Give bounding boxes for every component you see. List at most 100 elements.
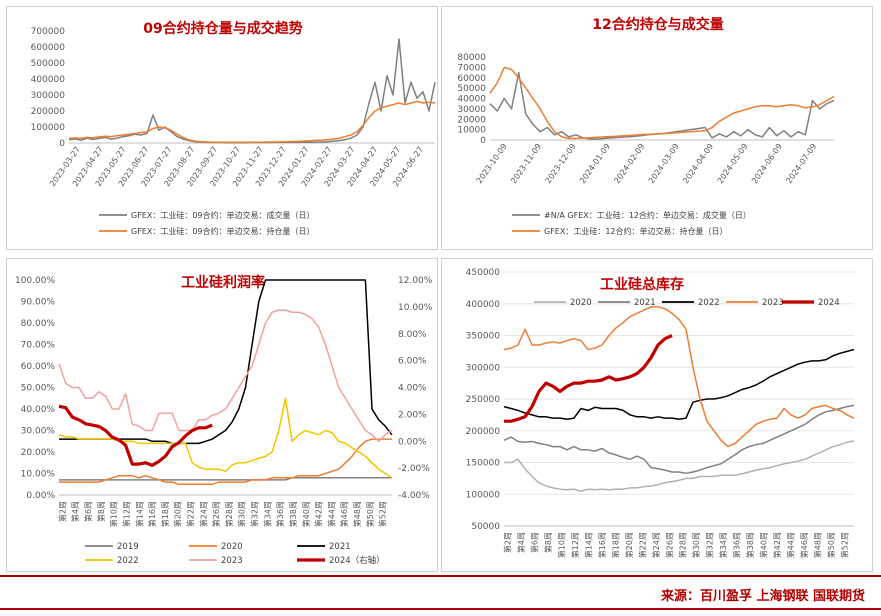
y-tick-label: 20000 bbox=[457, 115, 486, 125]
x-tick-label: 第22周 bbox=[637, 532, 647, 558]
x-tick-label: 第48周 bbox=[812, 532, 822, 558]
chart-title: 12合约持仓与成交量 bbox=[592, 16, 723, 33]
chart-total-inventory: 工业硅总库存 50000 100000 150000 200000 250000 30000… bbox=[466, 268, 855, 558]
y-tick-label: 400000 bbox=[31, 75, 66, 85]
x-tick-label: 第42周 bbox=[772, 532, 782, 558]
legend-label: 2024（右轴） bbox=[329, 555, 385, 566]
y-tick-label: 40000 bbox=[457, 95, 486, 105]
series-line-1 bbox=[59, 438, 392, 486]
series-line-4 bbox=[504, 334, 673, 423]
legend-label: 2020 bbox=[570, 298, 592, 308]
x-tick-label: 第26周 bbox=[664, 532, 674, 558]
x-tick-label: 2023-10-09 bbox=[475, 142, 509, 185]
y-tick-label: 250000 bbox=[466, 395, 501, 405]
y2-tick-label: 2.00% bbox=[398, 410, 427, 420]
y-tick-label: 150000 bbox=[466, 459, 501, 469]
y-tick-label: 100.00% bbox=[15, 276, 55, 286]
y-tick-label: 400000 bbox=[466, 300, 501, 310]
x-tick-label: 第40周 bbox=[759, 532, 769, 558]
x-tick-label: 2024-02-09 bbox=[612, 142, 646, 185]
x-tick-label: 第44周 bbox=[785, 532, 795, 558]
source-text: 来源：百川盈孚 上海钢联 国联期货 bbox=[660, 589, 865, 604]
x-tick-label: 第34周 bbox=[262, 501, 272, 527]
x-tick-label: 第34周 bbox=[718, 532, 728, 558]
x-tick-label: 第28周 bbox=[224, 501, 234, 527]
series-line-3 bbox=[58, 397, 393, 479]
x-tick-label: 第2周 bbox=[503, 532, 513, 553]
y-tick-label: 70.00% bbox=[21, 341, 56, 351]
legend-label: 2019 bbox=[117, 542, 139, 552]
y2-tick-label: 6.00% bbox=[398, 357, 427, 367]
legend-label: 2020 bbox=[221, 542, 243, 552]
chart-profit-rate: 工业硅利润率 0.00% 10.00% 20.00% 30.00% 40.00% 50.00… bbox=[15, 274, 433, 566]
x-tick-label: 第32周 bbox=[705, 532, 715, 558]
y-tick-label: 30.00% bbox=[21, 427, 56, 437]
x-tick-label: 第52周 bbox=[839, 532, 849, 558]
y-tick-label: 30000 bbox=[457, 105, 486, 115]
x-tick-label: 第36周 bbox=[275, 501, 285, 527]
x-tick-label: 2024-03-09 bbox=[647, 142, 681, 185]
chart-title: 工业硅总库存 bbox=[600, 276, 684, 293]
x-tick-label: 第14周 bbox=[584, 532, 594, 558]
y-tick-label: 600000 bbox=[31, 43, 66, 53]
x-tick-label: 第20周 bbox=[173, 501, 183, 527]
series-line-1 bbox=[489, 66, 835, 140]
chart-title: 09合约持仓量与成交趋势 bbox=[143, 20, 302, 37]
y-tick-label: 0.00% bbox=[26, 491, 55, 501]
series-line-0 bbox=[59, 477, 392, 481]
y-tick-label: 300000 bbox=[31, 91, 66, 101]
series-line-1 bbox=[503, 404, 855, 475]
divider-line-bottom bbox=[0, 608, 881, 610]
y-tick-label: 80.00% bbox=[21, 319, 56, 329]
y-tick-label: 100000 bbox=[31, 123, 66, 133]
legend-label: 2022 bbox=[698, 298, 720, 308]
y-tick-label: 200000 bbox=[31, 107, 66, 117]
x-tick-label: 2024-05-09 bbox=[716, 142, 750, 185]
x-tick-label: 第52周 bbox=[378, 501, 388, 527]
x-tick-label: 第20周 bbox=[624, 532, 634, 558]
x-tick-label: 第18周 bbox=[160, 501, 170, 527]
legend-label: GFEX：工业硅：12合约：单边交易：持仓量（日） bbox=[544, 226, 728, 236]
x-tick-label: 第12周 bbox=[121, 501, 131, 527]
x-tick-label: 第40周 bbox=[301, 501, 311, 527]
x-tick-label: 第32周 bbox=[250, 501, 260, 527]
x-tick-label: 第44周 bbox=[326, 501, 336, 527]
x-tick-label: 第48周 bbox=[352, 501, 362, 527]
x-tick-label: 2024-07-09 bbox=[784, 142, 818, 185]
y2-tick-label: -2.00% bbox=[398, 464, 430, 474]
chart-title: 工业硅利润率 bbox=[181, 274, 265, 291]
x-tick-label: 第22周 bbox=[185, 501, 195, 527]
y-tick-label: 0 bbox=[480, 136, 486, 146]
y-tick-label: 500000 bbox=[31, 59, 66, 69]
x-tick-label: 第2周 bbox=[57, 501, 67, 522]
x-tick-label: 第24周 bbox=[198, 501, 208, 527]
x-tick-label: 第8周 bbox=[96, 501, 106, 522]
x-tick-label: 第50周 bbox=[365, 501, 375, 527]
x-tick-label: 第46周 bbox=[339, 501, 349, 527]
y2-tick-label: 8.00% bbox=[398, 330, 427, 340]
y-tick-label: 450000 bbox=[466, 268, 501, 278]
legend-label: GFEX：工业硅：09合约：单边交易：持仓量（日） bbox=[131, 226, 315, 236]
x-tick-label: 第14周 bbox=[134, 501, 144, 527]
series-line-4 bbox=[58, 309, 393, 443]
legend-label: #N/A GFEX：工业硅：12合约：单边交易：成交量（日） bbox=[544, 210, 751, 220]
series-line-5 bbox=[58, 404, 213, 467]
y-tick-label: 60.00% bbox=[21, 362, 56, 372]
x-tick-label: 第6周 bbox=[83, 501, 93, 522]
y-tick-label: 80000 bbox=[457, 53, 486, 63]
x-tick-label: 第12周 bbox=[570, 532, 580, 558]
x-tick-label: 第38周 bbox=[745, 532, 755, 558]
x-tick-label: 第10周 bbox=[557, 532, 567, 558]
y-tick-label: 100000 bbox=[466, 490, 501, 500]
legend-label: 2021 bbox=[329, 542, 351, 552]
x-tick-label: 第8周 bbox=[543, 532, 553, 553]
x-tick-label: 第36周 bbox=[732, 532, 742, 558]
x-tick-label: 第50周 bbox=[826, 532, 836, 558]
y2-tick-label: -4.00% bbox=[398, 491, 430, 501]
y-tick-label: 40.00% bbox=[21, 405, 56, 415]
x-tick-label: 第38周 bbox=[288, 501, 298, 527]
x-tick-label: 第30周 bbox=[237, 501, 247, 527]
y-tick-label: 10.00% bbox=[21, 470, 56, 480]
y-tick-label: 350000 bbox=[466, 332, 501, 342]
x-tick-label: 第30周 bbox=[691, 532, 701, 558]
